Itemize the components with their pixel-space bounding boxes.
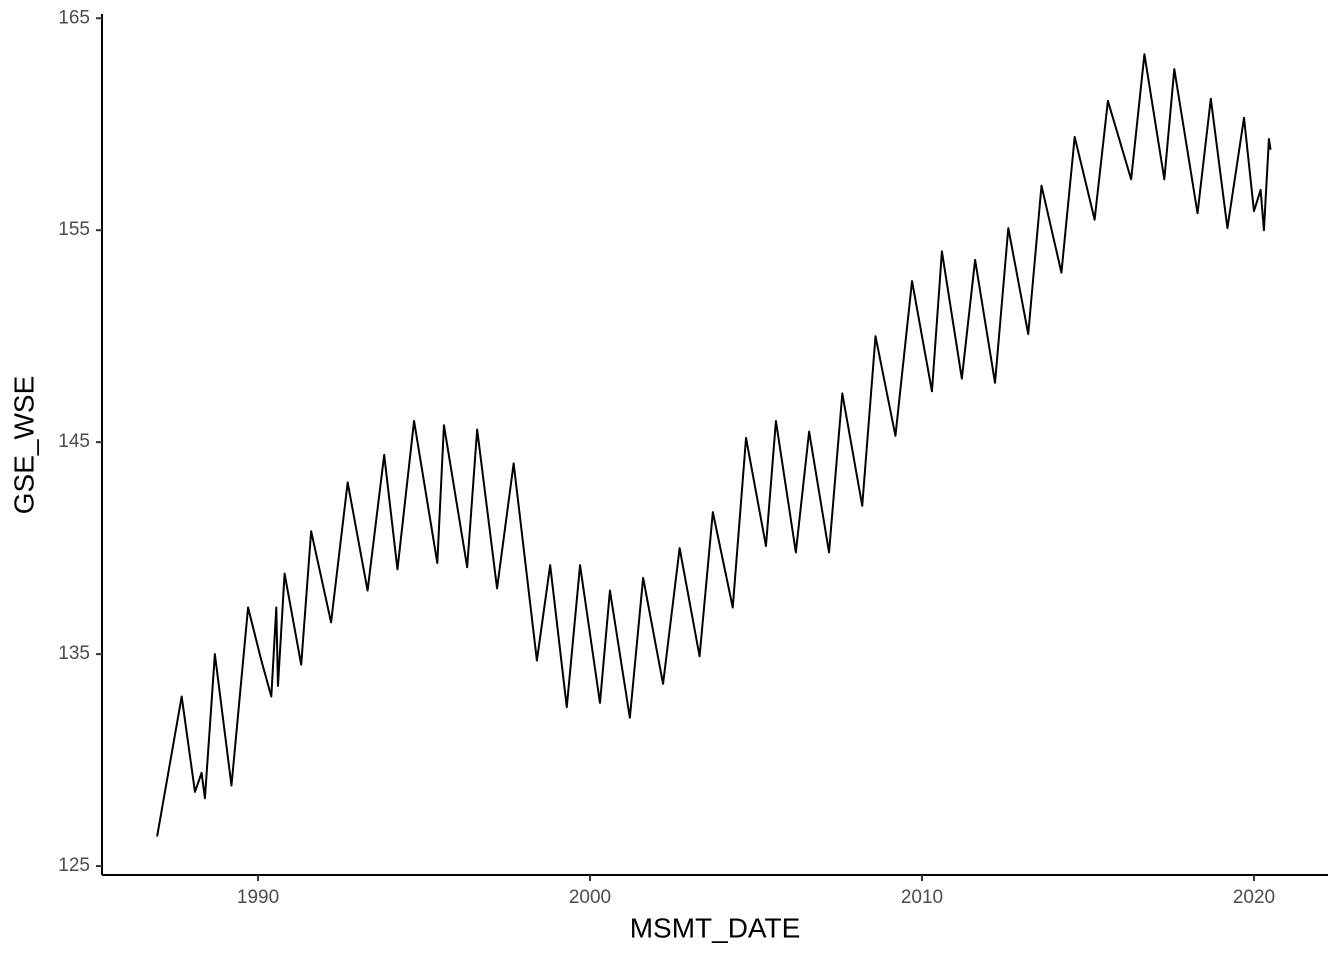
y-tick-label: 165 (58, 7, 90, 28)
y-tick-label: 145 (58, 431, 90, 452)
y-axis-title: GSE_WSE (8, 376, 39, 514)
y-tick-label: 125 (58, 855, 90, 876)
data-line (156, 53, 1272, 837)
x-tick-label: 2000 (569, 887, 611, 908)
x-tick-label: 1990 (237, 887, 279, 908)
y-tick-label: 155 (58, 219, 90, 240)
x-tick-label: 2020 (1233, 887, 1275, 908)
x-axis-title: MSMT_DATE (630, 912, 801, 943)
x-tick-label: 2010 (901, 887, 943, 908)
y-tick-label: 135 (58, 643, 90, 664)
